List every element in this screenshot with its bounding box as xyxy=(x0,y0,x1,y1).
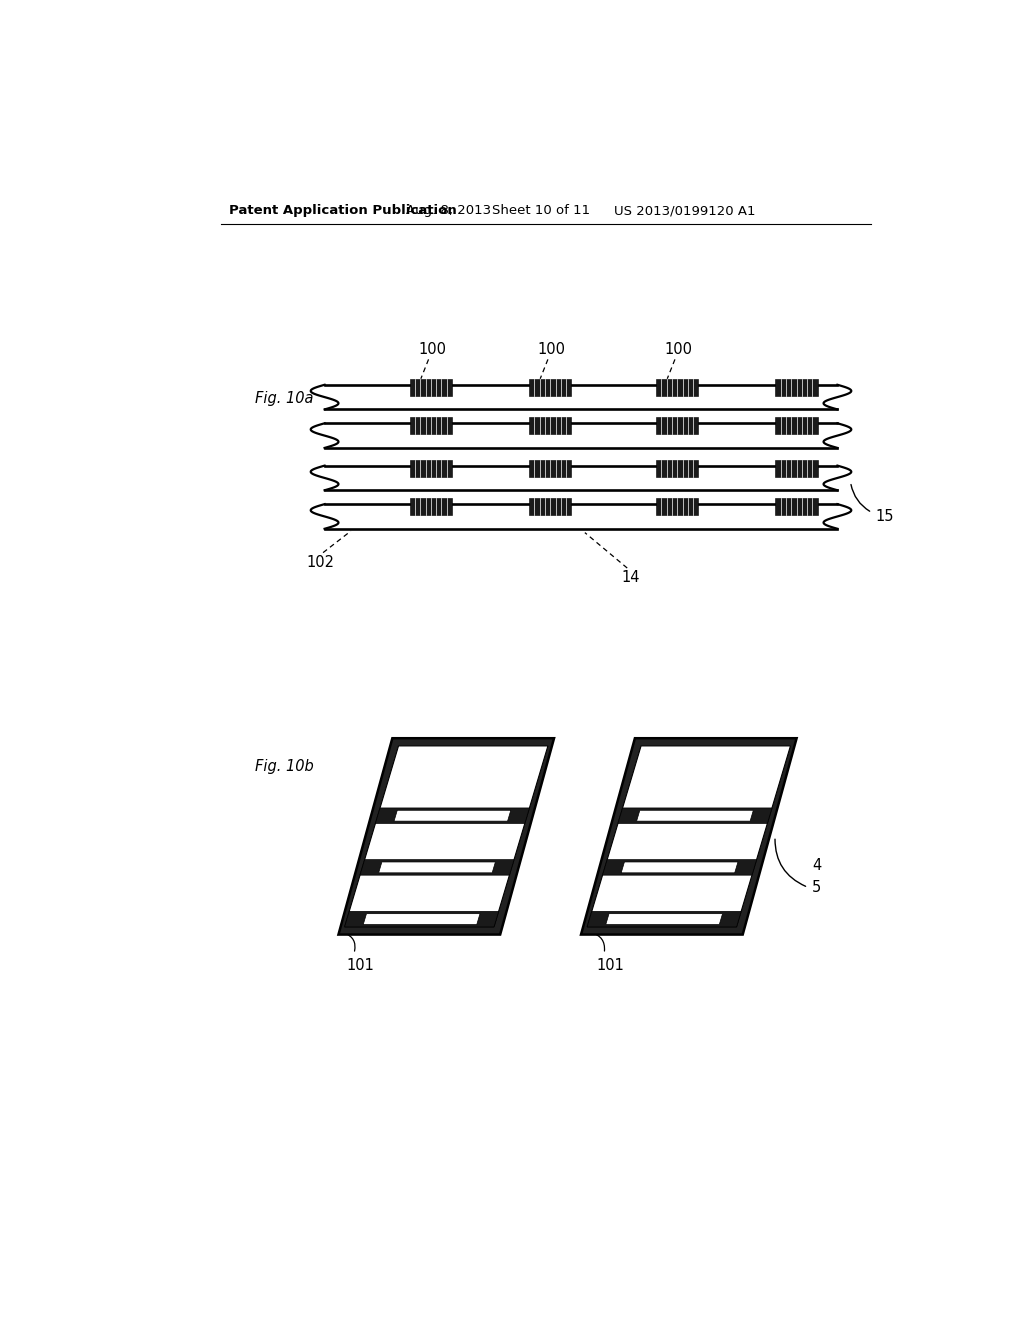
Polygon shape xyxy=(379,862,496,873)
Text: Sheet 10 of 11: Sheet 10 of 11 xyxy=(493,205,591,218)
Polygon shape xyxy=(622,862,738,873)
Text: 100: 100 xyxy=(665,342,693,358)
Text: 14: 14 xyxy=(622,570,640,585)
Polygon shape xyxy=(345,746,548,927)
Polygon shape xyxy=(360,859,514,875)
Bar xyxy=(325,504,838,529)
Text: 4: 4 xyxy=(812,858,821,874)
Bar xyxy=(529,379,571,396)
Bar xyxy=(529,459,571,477)
Text: Fig. 10b: Fig. 10b xyxy=(255,759,314,775)
Bar xyxy=(325,466,838,490)
Polygon shape xyxy=(581,738,797,935)
Text: 101: 101 xyxy=(596,958,625,973)
Polygon shape xyxy=(617,808,772,824)
Bar xyxy=(775,498,818,515)
Polygon shape xyxy=(602,859,757,875)
Polygon shape xyxy=(376,808,529,824)
Bar xyxy=(410,417,452,434)
Text: 102: 102 xyxy=(306,554,334,570)
Bar xyxy=(410,498,452,515)
Text: 101: 101 xyxy=(346,958,374,973)
Bar xyxy=(775,417,818,434)
Polygon shape xyxy=(345,911,499,927)
Bar xyxy=(656,459,698,477)
Polygon shape xyxy=(339,738,554,935)
Bar xyxy=(410,379,452,396)
Bar xyxy=(656,417,698,434)
Text: 5: 5 xyxy=(812,880,821,895)
Bar xyxy=(775,379,818,396)
Bar xyxy=(656,498,698,515)
Text: Patent Application Publication: Patent Application Publication xyxy=(229,205,457,218)
Text: Aug. 8, 2013: Aug. 8, 2013 xyxy=(407,205,492,218)
Bar xyxy=(325,385,838,409)
Polygon shape xyxy=(587,911,741,927)
Text: 15: 15 xyxy=(876,510,894,524)
Bar xyxy=(410,459,452,477)
Polygon shape xyxy=(364,913,480,924)
Polygon shape xyxy=(606,913,723,924)
Bar xyxy=(325,424,838,447)
Bar xyxy=(656,379,698,396)
Bar xyxy=(529,498,571,515)
Text: 100: 100 xyxy=(419,342,446,358)
Bar xyxy=(529,417,571,434)
Polygon shape xyxy=(637,810,754,821)
Bar xyxy=(775,459,818,477)
Polygon shape xyxy=(587,746,791,927)
Text: US 2013/0199120 A1: US 2013/0199120 A1 xyxy=(614,205,756,218)
Text: Fig. 10a: Fig. 10a xyxy=(255,391,313,407)
Polygon shape xyxy=(394,810,511,821)
Text: 100: 100 xyxy=(538,342,565,358)
